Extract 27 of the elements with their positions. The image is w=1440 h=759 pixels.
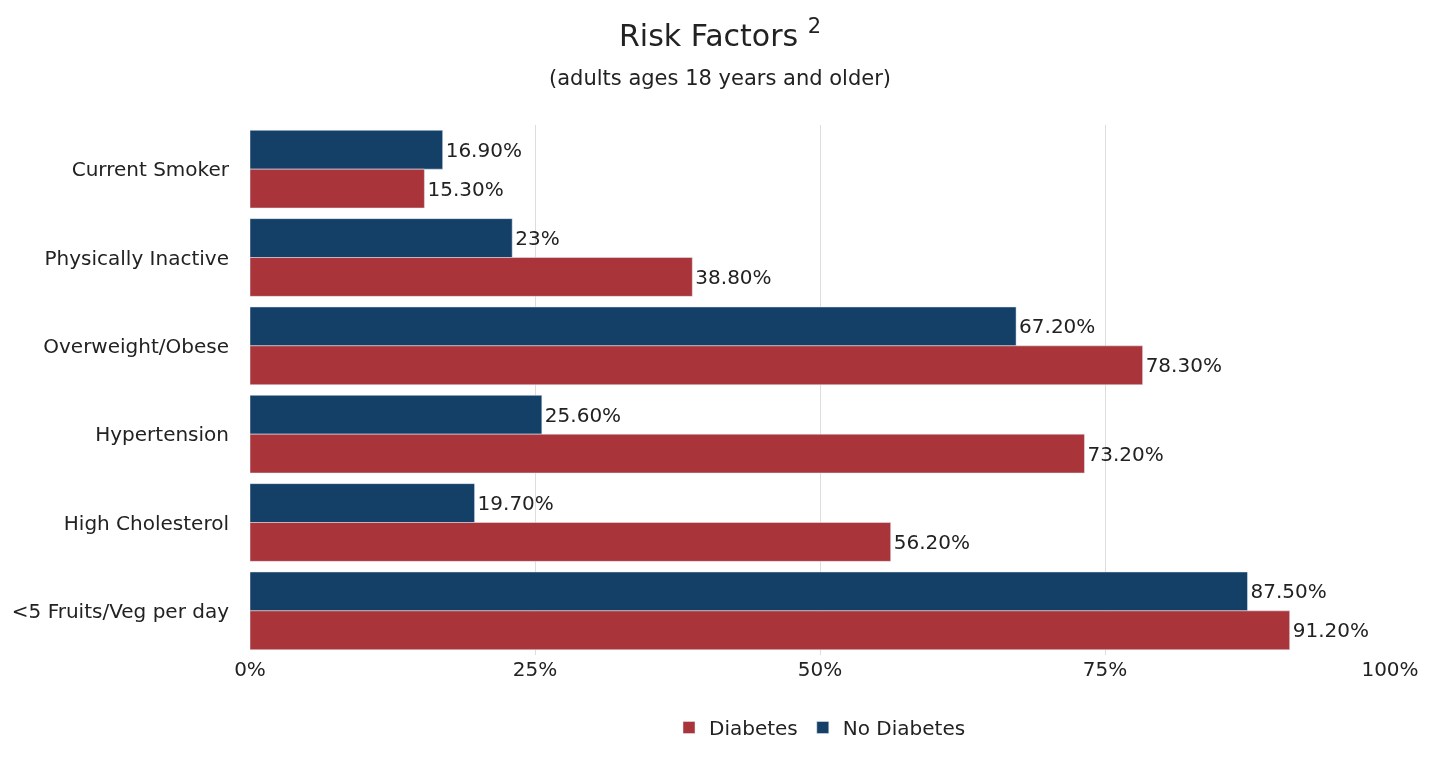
data-label: 38.80%: [695, 264, 772, 289]
y-tick-label: Overweight/Obese: [43, 333, 229, 358]
x-tick-label: 0%: [234, 657, 266, 681]
data-label: 25.60%: [544, 402, 622, 427]
x-tick-label: 50%: [797, 657, 843, 681]
data-label: 67.20%: [1019, 314, 1096, 339]
x-tick-label: 100%: [1361, 657, 1419, 681]
x-tick-label: 75%: [1082, 657, 1128, 681]
data-label: 19.70%: [477, 491, 554, 516]
y-tick-label: High Cholesterol: [63, 510, 229, 535]
data-label: 91.20%: [1292, 618, 1369, 643]
data-label: 87.50%: [1250, 579, 1327, 604]
data-label: 73.20%: [1087, 441, 1164, 466]
data-label: 56.20%: [893, 529, 970, 554]
y-tick-label: Current Smoker: [71, 157, 230, 182]
y-tick-label: Hypertension: [95, 422, 229, 447]
x-tick-label: 25%: [512, 657, 558, 681]
chart-subtitle: (adults ages 18 years and older): [549, 65, 891, 90]
y-tick-label: <5 Fruits/Veg per day: [11, 598, 230, 623]
chart-title: Risk Factors $^{2}$: [618, 13, 822, 53]
data-label: 15.30%: [427, 176, 504, 201]
legend-label: Diabetes: [709, 716, 798, 741]
data-label: 23%: [515, 226, 560, 251]
data-label: 16.90%: [445, 137, 522, 162]
data-label: 78.30%: [1145, 353, 1222, 378]
legend-label: No Diabetes: [842, 716, 966, 741]
y-tick-label: Physically Inactive: [44, 245, 229, 270]
